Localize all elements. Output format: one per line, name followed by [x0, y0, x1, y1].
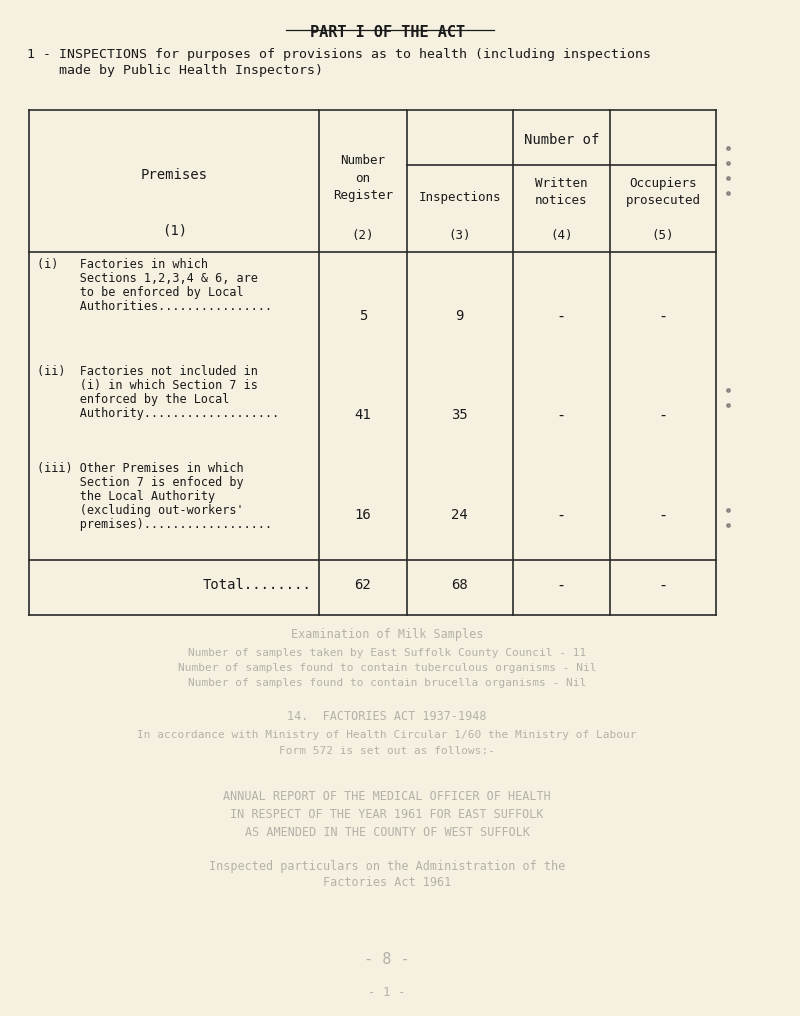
Text: Total........: Total........ — [202, 578, 312, 592]
Text: (5): (5) — [652, 229, 674, 242]
Text: (ii)  Factories not included in: (ii) Factories not included in — [37, 365, 258, 378]
Text: Inspections: Inspections — [418, 191, 501, 204]
Text: 62: 62 — [354, 578, 371, 592]
Text: Number
on
Register: Number on Register — [333, 154, 393, 201]
Text: AS AMENDED IN THE COUNTY OF WEST SUFFOLK: AS AMENDED IN THE COUNTY OF WEST SUFFOLK — [245, 826, 530, 839]
Text: 41: 41 — [354, 408, 371, 422]
Text: 1 - INSPECTIONS for purposes of provisions as to health (including inspections: 1 - INSPECTIONS for purposes of provisio… — [27, 48, 651, 61]
Text: made by Public Health Inspectors): made by Public Health Inspectors) — [27, 64, 323, 77]
Text: Written
notices: Written notices — [535, 177, 588, 207]
Text: Premises: Premises — [141, 168, 208, 182]
Text: Form 572 is set out as follows:-: Form 572 is set out as follows:- — [279, 746, 495, 756]
Text: -: - — [658, 407, 667, 423]
Text: the Local Authority: the Local Authority — [37, 490, 215, 503]
Text: - 8 -: - 8 - — [364, 952, 410, 967]
Text: Authorities................: Authorities................ — [37, 300, 272, 313]
Text: premises)..................: premises).................. — [37, 518, 272, 531]
Text: 24: 24 — [451, 508, 468, 522]
Text: Sections 1,2,3,4 & 6, are: Sections 1,2,3,4 & 6, are — [37, 272, 258, 285]
Text: Number of samples taken by East Suffolk County Council - 11: Number of samples taken by East Suffolk … — [188, 648, 586, 658]
Text: In accordance with Ministry of Health Circular 1/60 the Ministry of Labour: In accordance with Ministry of Health Ci… — [138, 731, 637, 740]
Text: 5: 5 — [358, 309, 367, 323]
Text: (i)   Factories in which: (i) Factories in which — [37, 258, 208, 271]
Text: Inspected particulars on the Administration of the: Inspected particulars on the Administrat… — [209, 860, 566, 873]
Text: ANNUAL REPORT OF THE MEDICAL OFFICER OF HEALTH: ANNUAL REPORT OF THE MEDICAL OFFICER OF … — [223, 790, 551, 803]
Text: Factories Act 1961: Factories Act 1961 — [323, 876, 451, 889]
Text: -: - — [557, 508, 566, 522]
Text: -: - — [557, 407, 566, 423]
Text: Number of samples found to contain tuberculous organisms - Nil: Number of samples found to contain tuber… — [178, 663, 596, 673]
Text: -: - — [658, 508, 667, 522]
Text: - 1 -: - 1 - — [368, 986, 406, 999]
Text: 9: 9 — [455, 309, 464, 323]
Text: (3): (3) — [449, 229, 471, 242]
Text: to be enforced by Local: to be enforced by Local — [37, 285, 243, 299]
Text: -: - — [658, 309, 667, 323]
Text: Number of samples found to contain brucella organisms - Nil: Number of samples found to contain bruce… — [188, 678, 586, 688]
Text: (iii) Other Premises in which: (iii) Other Premises in which — [37, 462, 243, 475]
Text: 68: 68 — [451, 578, 468, 592]
Text: Section 7 is enfoced by: Section 7 is enfoced by — [37, 477, 243, 489]
Text: Number of: Number of — [524, 133, 599, 147]
Text: -: - — [557, 309, 566, 323]
Text: Authority...................: Authority................... — [37, 407, 279, 420]
Text: 14.  FACTORIES ACT 1937-1948: 14. FACTORIES ACT 1937-1948 — [287, 710, 487, 723]
Text: (i) in which Section 7 is: (i) in which Section 7 is — [37, 379, 258, 392]
Text: Examination of Milk Samples: Examination of Milk Samples — [291, 628, 483, 641]
Text: 35: 35 — [451, 408, 468, 422]
Text: (4): (4) — [550, 229, 573, 242]
Text: -: - — [658, 577, 667, 592]
Text: -: - — [557, 577, 566, 592]
Text: 16: 16 — [354, 508, 371, 522]
Text: (2): (2) — [352, 229, 374, 242]
Text: (1): (1) — [162, 223, 186, 237]
Text: (excluding out-workers': (excluding out-workers' — [37, 504, 243, 517]
Text: enforced by the Local: enforced by the Local — [37, 393, 229, 406]
Text: IN RESPECT OF THE YEAR 1961 FOR EAST SUFFOLK: IN RESPECT OF THE YEAR 1961 FOR EAST SUF… — [230, 808, 544, 821]
Text: PART I OF THE ACT: PART I OF THE ACT — [310, 25, 465, 40]
Text: Occupiers
prosecuted: Occupiers prosecuted — [626, 177, 701, 207]
